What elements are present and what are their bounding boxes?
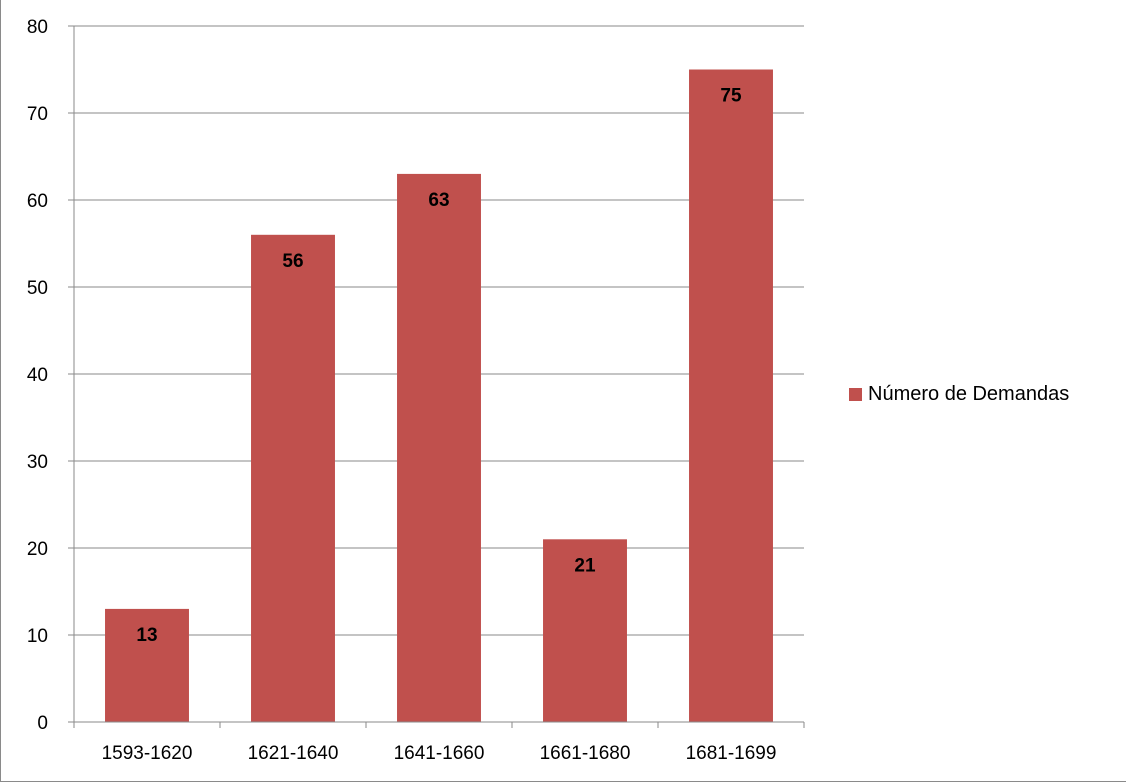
y-tick-label: 30	[27, 452, 48, 473]
x-tick-label: 1621-1640	[248, 743, 339, 764]
y-tick-label: 60	[27, 191, 48, 212]
legend: Número de Demandas	[849, 383, 1069, 406]
bar-1661-1680	[543, 539, 627, 722]
y-tick-label: 20	[27, 539, 48, 560]
data-label: 56	[282, 251, 303, 272]
bar-1593-1620	[105, 608, 189, 722]
x-tick-label: 1681-1699	[686, 743, 777, 764]
bar-1641-1660	[397, 173, 481, 722]
data-label: 75	[720, 86, 742, 107]
legend-swatch	[849, 388, 862, 401]
y-tick-label: 40	[27, 365, 48, 386]
y-tick-label: 70	[27, 104, 48, 125]
data-label: 21	[574, 555, 596, 576]
data-label: 63	[428, 190, 449, 211]
y-tick-label: 10	[27, 626, 48, 647]
bar-1621-1640	[251, 234, 335, 723]
x-tick-label: 1641-1660	[394, 743, 485, 764]
bar-1681-1699	[689, 69, 773, 722]
y-tick-label: 50	[27, 278, 48, 299]
legend-label: Número de Demandas	[868, 383, 1070, 405]
x-tick-label: 1593-1620	[102, 743, 193, 764]
data-label: 13	[136, 625, 157, 646]
x-tick-label: 1661-1680	[540, 743, 631, 764]
y-tick-label: 80	[27, 17, 48, 38]
y-tick-label: 0	[37, 713, 48, 734]
